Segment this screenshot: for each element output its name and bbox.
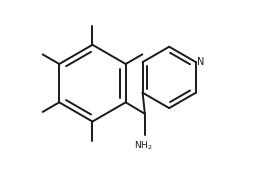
Text: N: N: [197, 57, 204, 67]
Text: NH$_2$: NH$_2$: [134, 140, 152, 152]
